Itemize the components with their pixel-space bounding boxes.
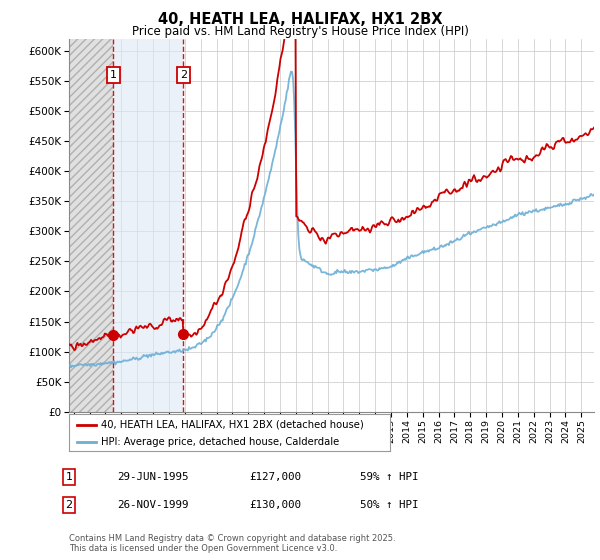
Text: HPI: Average price, detached house, Calderdale: HPI: Average price, detached house, Cald…: [101, 437, 340, 447]
Text: Price paid vs. HM Land Registry's House Price Index (HPI): Price paid vs. HM Land Registry's House …: [131, 25, 469, 38]
Text: 26-NOV-1999: 26-NOV-1999: [117, 500, 188, 510]
Text: 40, HEATH LEA, HALIFAX, HX1 2BX: 40, HEATH LEA, HALIFAX, HX1 2BX: [158, 12, 442, 27]
Text: 59% ↑ HPI: 59% ↑ HPI: [360, 472, 419, 482]
Text: 2: 2: [65, 500, 73, 510]
Text: 2: 2: [179, 70, 187, 80]
Text: 1: 1: [110, 70, 117, 80]
Text: 50% ↑ HPI: 50% ↑ HPI: [360, 500, 419, 510]
Bar: [113, 39, 183, 412]
Text: 40, HEATH LEA, HALIFAX, HX1 2BX (detached house): 40, HEATH LEA, HALIFAX, HX1 2BX (detache…: [101, 419, 364, 430]
Text: £130,000: £130,000: [249, 500, 301, 510]
Text: Contains HM Land Registry data © Crown copyright and database right 2025.
This d: Contains HM Land Registry data © Crown c…: [69, 534, 395, 553]
Text: £127,000: £127,000: [249, 472, 301, 482]
Text: 29-JUN-1995: 29-JUN-1995: [117, 472, 188, 482]
Text: 1: 1: [65, 472, 73, 482]
Bar: [69, 39, 113, 412]
